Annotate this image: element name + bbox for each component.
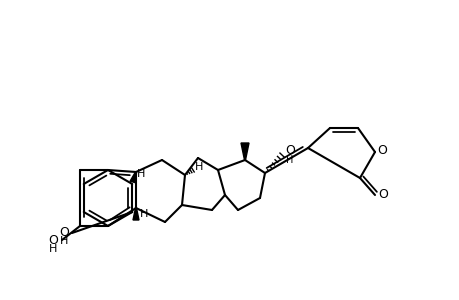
Text: H: H xyxy=(140,209,148,219)
Text: H: H xyxy=(60,236,68,246)
Text: O: O xyxy=(48,233,58,247)
Text: O: O xyxy=(376,143,386,157)
Text: O: O xyxy=(377,188,387,202)
Polygon shape xyxy=(241,143,248,160)
Text: H: H xyxy=(49,244,57,254)
Text: O: O xyxy=(285,143,294,157)
Polygon shape xyxy=(133,208,139,220)
Text: H: H xyxy=(136,169,145,179)
Text: O: O xyxy=(59,226,69,238)
Text: H: H xyxy=(285,155,293,165)
Text: H: H xyxy=(195,162,203,172)
Polygon shape xyxy=(130,172,136,183)
